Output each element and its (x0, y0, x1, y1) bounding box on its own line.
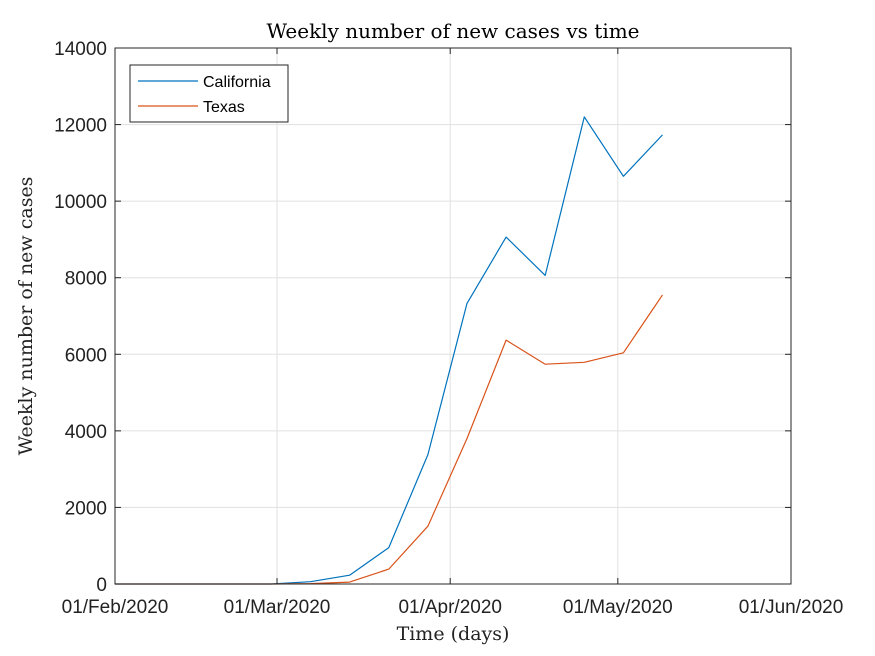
grid (114, 47, 792, 585)
x-axis-label: Time (days) (397, 623, 510, 645)
legend-box (129, 64, 289, 123)
y-tick-label: 2000 (65, 498, 107, 519)
y-tick-label: 10000 (54, 192, 107, 213)
y-tick-label: 14000 (54, 39, 107, 60)
legend: California Texas (129, 64, 289, 123)
chart-title: Weekly number of new cases vs time (266, 19, 639, 43)
y-tick-label: 6000 (65, 345, 107, 366)
y-tick-label: 4000 (65, 422, 107, 443)
x-tick-label: 01/Apr/2020 (398, 597, 502, 618)
x-tick-label: 01/Jun/2020 (739, 597, 844, 618)
plot-box (114, 47, 792, 585)
x-tick-label: 01/May/2020 (563, 597, 673, 618)
legend-label-california: California (203, 74, 271, 91)
x-tick-label: 01/Feb/2020 (62, 597, 169, 618)
y-tick-label: 0 (96, 575, 107, 596)
y-tick-label: 12000 (54, 116, 107, 137)
y-axis-label: Weekly number of new cases (15, 177, 37, 456)
ticks: 01/Feb/2020 01/Mar/2020 01/Apr/2020 01/May/… (54, 39, 843, 618)
y-tick-label: 8000 (65, 269, 107, 290)
legend-label-texas: Texas (203, 99, 245, 116)
x-tick-label: 01/Mar/2020 (224, 597, 331, 618)
